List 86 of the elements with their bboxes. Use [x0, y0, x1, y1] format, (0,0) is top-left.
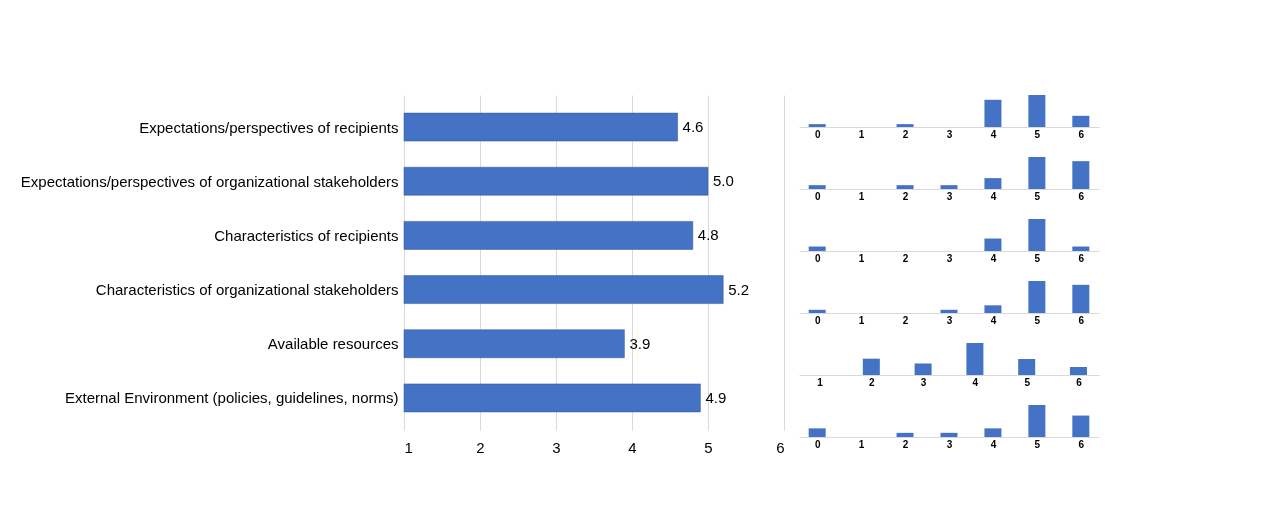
bar: [808, 124, 826, 127]
x-tick-label: 5: [1034, 438, 1041, 450]
x-tick-label: 3: [946, 190, 953, 202]
x-tick-label: 4: [628, 438, 637, 456]
bar: [940, 432, 958, 437]
x-tick-label: 0: [814, 314, 821, 326]
x-tick-label: 0: [814, 438, 821, 450]
bar: [984, 99, 1002, 127]
x-tick-label: 2: [869, 376, 876, 388]
data-label: 3.9: [629, 334, 651, 352]
x-tick-label: 0: [814, 190, 821, 202]
x-tick-label: 5: [1034, 252, 1041, 264]
bar: [862, 358, 880, 375]
y-tick-label: External Environment (policies, guidelines, norms): [65, 389, 399, 407]
x-tick-label: 4: [990, 190, 997, 202]
bar: [966, 343, 984, 375]
x-tick-label: 3: [946, 252, 953, 264]
bar: [1028, 405, 1046, 437]
bar: [1072, 415, 1090, 437]
bar: [808, 428, 826, 437]
x-tick-label: 0: [814, 252, 821, 264]
bar: [1072, 284, 1090, 313]
x-tick-label: 3: [920, 376, 927, 388]
bar: [1018, 359, 1036, 375]
x-tick-label: 6: [1078, 190, 1085, 202]
x-tick-label: 2: [902, 438, 909, 450]
x-tick-label: 5: [1034, 314, 1041, 326]
bar: [1028, 157, 1046, 189]
bar: [940, 309, 958, 313]
bar: [1072, 161, 1090, 189]
x-tick-label: 4: [972, 376, 979, 388]
x-tick-label: 6: [776, 438, 785, 456]
x-tick-label: 2: [902, 190, 909, 202]
bar: [808, 309, 826, 313]
bar: [896, 185, 914, 189]
bar: [940, 185, 958, 189]
bar: [1028, 281, 1046, 313]
x-tick-label: 2: [902, 252, 909, 264]
bar: [808, 185, 826, 189]
x-tick-label: 1: [404, 438, 413, 456]
x-tick-label: 1: [858, 314, 865, 326]
x-tick-label: 3: [946, 314, 953, 326]
x-tick-label: 3: [946, 128, 953, 140]
x-tick-label: 6: [1078, 438, 1085, 450]
data-label: 4.8: [697, 226, 719, 244]
x-tick-label: 3: [946, 438, 953, 450]
data-label: 4.6: [682, 118, 704, 136]
bar: [1069, 367, 1087, 375]
bar: [1028, 95, 1046, 127]
x-tick-label: 5: [1034, 128, 1041, 140]
y-tick-label: Characteristics of recipients: [214, 226, 399, 244]
x-tick-label: 0: [814, 128, 821, 140]
bar: [896, 432, 914, 437]
bar: [914, 363, 932, 375]
x-tick-label: 6: [1078, 314, 1085, 326]
x-tick-label: 1: [858, 128, 865, 140]
y-tick-label: Characteristics of organizational stakeholders: [95, 281, 399, 299]
y-tick-label: Expectations/perspectives of organizational stakeholders: [20, 172, 399, 190]
bar: [984, 178, 1002, 189]
x-tick-label: 4: [990, 314, 997, 326]
bar: [1072, 115, 1090, 127]
x-tick-label: 2: [902, 128, 909, 140]
y-tick-label: Expectations/perspectives of recipients: [139, 118, 399, 136]
x-tick-label: 1: [858, 438, 865, 450]
x-tick-label: 1: [858, 252, 865, 264]
x-tick-label: 6: [1078, 128, 1085, 140]
bar: [984, 305, 1002, 313]
x-tick-label: 4: [990, 128, 997, 140]
bar: [984, 428, 1002, 437]
x-tick-label: 2: [476, 438, 485, 456]
x-tick-label: 2: [902, 314, 909, 326]
x-tick-label: 4: [990, 252, 997, 264]
x-tick-label: 1: [858, 190, 865, 202]
y-tick-label: Available resources: [267, 335, 399, 353]
x-tick-label: 5: [1024, 376, 1031, 388]
data-label: 5.0: [713, 172, 734, 190]
x-tick-label: 4: [990, 438, 997, 450]
x-tick-label: 3: [552, 438, 561, 456]
data-label: 5.2: [728, 280, 750, 298]
x-tick-label: 5: [704, 438, 713, 456]
x-tick-label: 1: [817, 376, 824, 388]
bar: [896, 124, 914, 127]
data-label: 4.9: [705, 388, 727, 406]
x-tick-label: 5: [1034, 190, 1041, 202]
x-tick-label: 6: [1076, 376, 1083, 388]
x-tick-label: 6: [1078, 252, 1085, 264]
